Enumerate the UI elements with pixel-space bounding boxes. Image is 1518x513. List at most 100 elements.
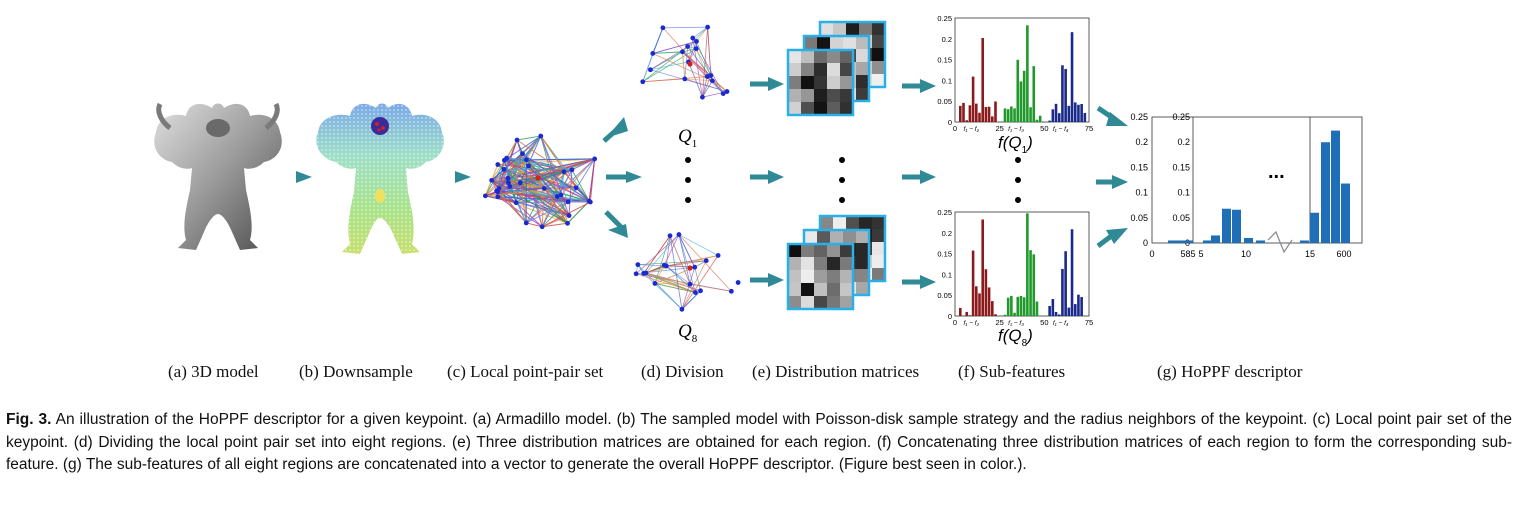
hist-seg-label: f₁ − f₄ [1053, 126, 1069, 133]
graph-node [504, 155, 510, 161]
hist-bar [987, 287, 991, 316]
matrix-cell [840, 270, 853, 283]
hist-bar [971, 250, 975, 316]
matrix-cell [840, 89, 853, 102]
matrix-cell [804, 230, 817, 243]
graph-node [700, 94, 705, 100]
hist-bar [962, 102, 965, 122]
downsampled-model-image [316, 103, 444, 254]
matrix-cell [820, 216, 833, 229]
matrix-cell [827, 50, 840, 63]
matrix-cell [788, 296, 801, 309]
graph-edge [508, 158, 595, 184]
graph-edge [684, 46, 689, 79]
big-hist-xtick: 15 [1305, 249, 1315, 259]
hist-bar [971, 76, 975, 122]
matrix-cell [827, 76, 840, 89]
graph-edge [678, 234, 691, 285]
hist-bar [1077, 294, 1080, 316]
graph-node [708, 73, 714, 78]
hist-bar [1061, 65, 1064, 122]
matrix-cell [788, 102, 801, 115]
hist-bar [1080, 103, 1083, 122]
hist-bar [1054, 103, 1058, 122]
figure-caption: Fig. 3. An illustration of the HoPPF des… [6, 409, 1512, 477]
graph-node [592, 156, 598, 162]
matrix-cell [788, 244, 801, 257]
big-hist-bar [1244, 237, 1253, 243]
big-hist-ytick-mid: 0.15 [1172, 162, 1190, 172]
big-hist-ytick: 0.05 [1130, 213, 1148, 223]
graph-node [501, 166, 507, 172]
graph-node [558, 192, 564, 198]
hist-ytick: 0 [948, 312, 952, 321]
graph-node [693, 290, 698, 295]
matrix-cell [872, 229, 885, 242]
matrix-cell [788, 50, 801, 63]
sub-feature-histogram-q8: 0.25 0.2 0.15 0.1 0.05 00 25 50 75 f₁ − f₂ f₁ − f₃… [937, 208, 1093, 327]
matrix-cell [840, 76, 853, 89]
keypoint-node [687, 61, 693, 67]
big-hist-bar [1211, 235, 1220, 243]
matrix-cell [840, 63, 853, 76]
graph-node [735, 280, 741, 285]
matrix-cell [801, 102, 814, 115]
matrix-cell [827, 257, 840, 270]
big-hist-bar [1176, 240, 1185, 243]
graph-node [685, 44, 691, 49]
matrix-cell [801, 50, 814, 63]
graph-edge [669, 235, 691, 285]
hist-xtick: 50 [1040, 124, 1048, 133]
hist-bar [1048, 120, 1051, 122]
matrix-cell [820, 22, 833, 35]
graph-edge [707, 27, 712, 76]
graph-edge [508, 182, 568, 224]
graph-node [680, 49, 685, 55]
big-hist-bar [1168, 240, 1177, 243]
matrix-cell [830, 230, 843, 243]
hist-bar [1073, 102, 1077, 122]
graph-node [687, 281, 693, 287]
hist-bar [1038, 315, 1042, 316]
matrix-cell [814, 76, 827, 89]
graph-node [526, 163, 531, 169]
graph-edge [652, 53, 713, 82]
matrix-cell [801, 270, 814, 283]
matrix-cell [840, 50, 853, 63]
big-hist-bar [1321, 142, 1330, 243]
matrix-cell [801, 89, 814, 102]
vertical-dots-f [1015, 157, 1021, 203]
hist-bar [1064, 68, 1067, 122]
vertical-dots-e [839, 157, 845, 203]
hist-bar [1022, 297, 1026, 316]
label-b: (b) Downsample [299, 362, 413, 381]
label-a: (a) 3D model [168, 362, 259, 381]
graph-node [538, 133, 544, 139]
matrix-cell [817, 36, 830, 49]
hist-bar [1061, 268, 1064, 316]
hist-bar [968, 105, 972, 122]
big-hist-bar [1256, 240, 1265, 243]
hist-ytick: 0.25 [937, 14, 952, 23]
big-hist-bar [1184, 240, 1193, 243]
graph-node [523, 157, 529, 163]
graph-edge [712, 80, 724, 94]
hist-ytick: 0.2 [942, 35, 952, 44]
hist-bar [975, 103, 978, 122]
matrix-cell [840, 283, 853, 296]
big-hist-ytick: 0.25 [1130, 112, 1148, 122]
graph-edge [506, 157, 545, 189]
keypoint-node [535, 175, 541, 181]
matrix-cell [872, 255, 885, 268]
matrix-cell [872, 74, 885, 87]
label-d: (d) Division [641, 362, 724, 381]
big-hist-bar [1310, 212, 1319, 243]
matrix-cell [804, 36, 817, 49]
graph-edge [696, 41, 712, 76]
big-hist-bar [1300, 240, 1309, 243]
arrow-b-c [455, 171, 471, 183]
graph-node [650, 51, 656, 56]
hist-bar [978, 293, 981, 316]
graph-edge [526, 159, 591, 203]
